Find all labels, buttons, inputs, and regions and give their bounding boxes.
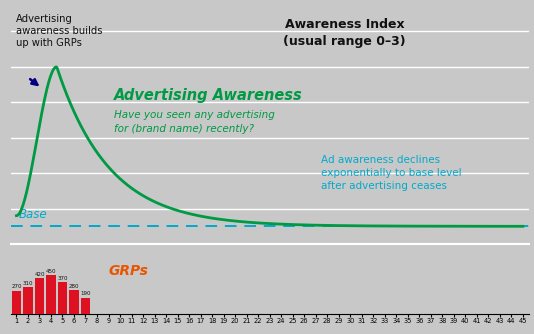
Text: 190: 190 (80, 291, 91, 296)
Text: Have you seen any advertising
for (brand name) recently?: Have you seen any advertising for (brand… (114, 111, 275, 134)
Text: 450: 450 (46, 269, 56, 274)
Bar (69, 290, 79, 314)
Text: Advertising
awareness builds
up with GRPs: Advertising awareness builds up with GRP… (16, 14, 103, 48)
Bar (58, 282, 67, 314)
Text: 280: 280 (69, 284, 79, 289)
Text: Advertising Awareness: Advertising Awareness (114, 88, 303, 103)
Text: 270: 270 (11, 285, 22, 290)
Text: 370: 370 (57, 276, 68, 281)
Bar (12, 291, 21, 314)
Bar (46, 275, 56, 314)
Text: Ad awareness declines
exponentially to base level
after advertising ceases: Ad awareness declines exponentially to b… (321, 155, 462, 191)
Bar (35, 278, 44, 314)
Text: Base: Base (19, 208, 48, 221)
Bar (81, 298, 90, 314)
Text: 310: 310 (23, 281, 33, 286)
Bar (23, 287, 33, 314)
Text: 420: 420 (34, 272, 45, 277)
Text: GRPs: GRPs (108, 264, 148, 278)
Text: Awareness Index
(usual range 0–3): Awareness Index (usual range 0–3) (284, 18, 406, 48)
